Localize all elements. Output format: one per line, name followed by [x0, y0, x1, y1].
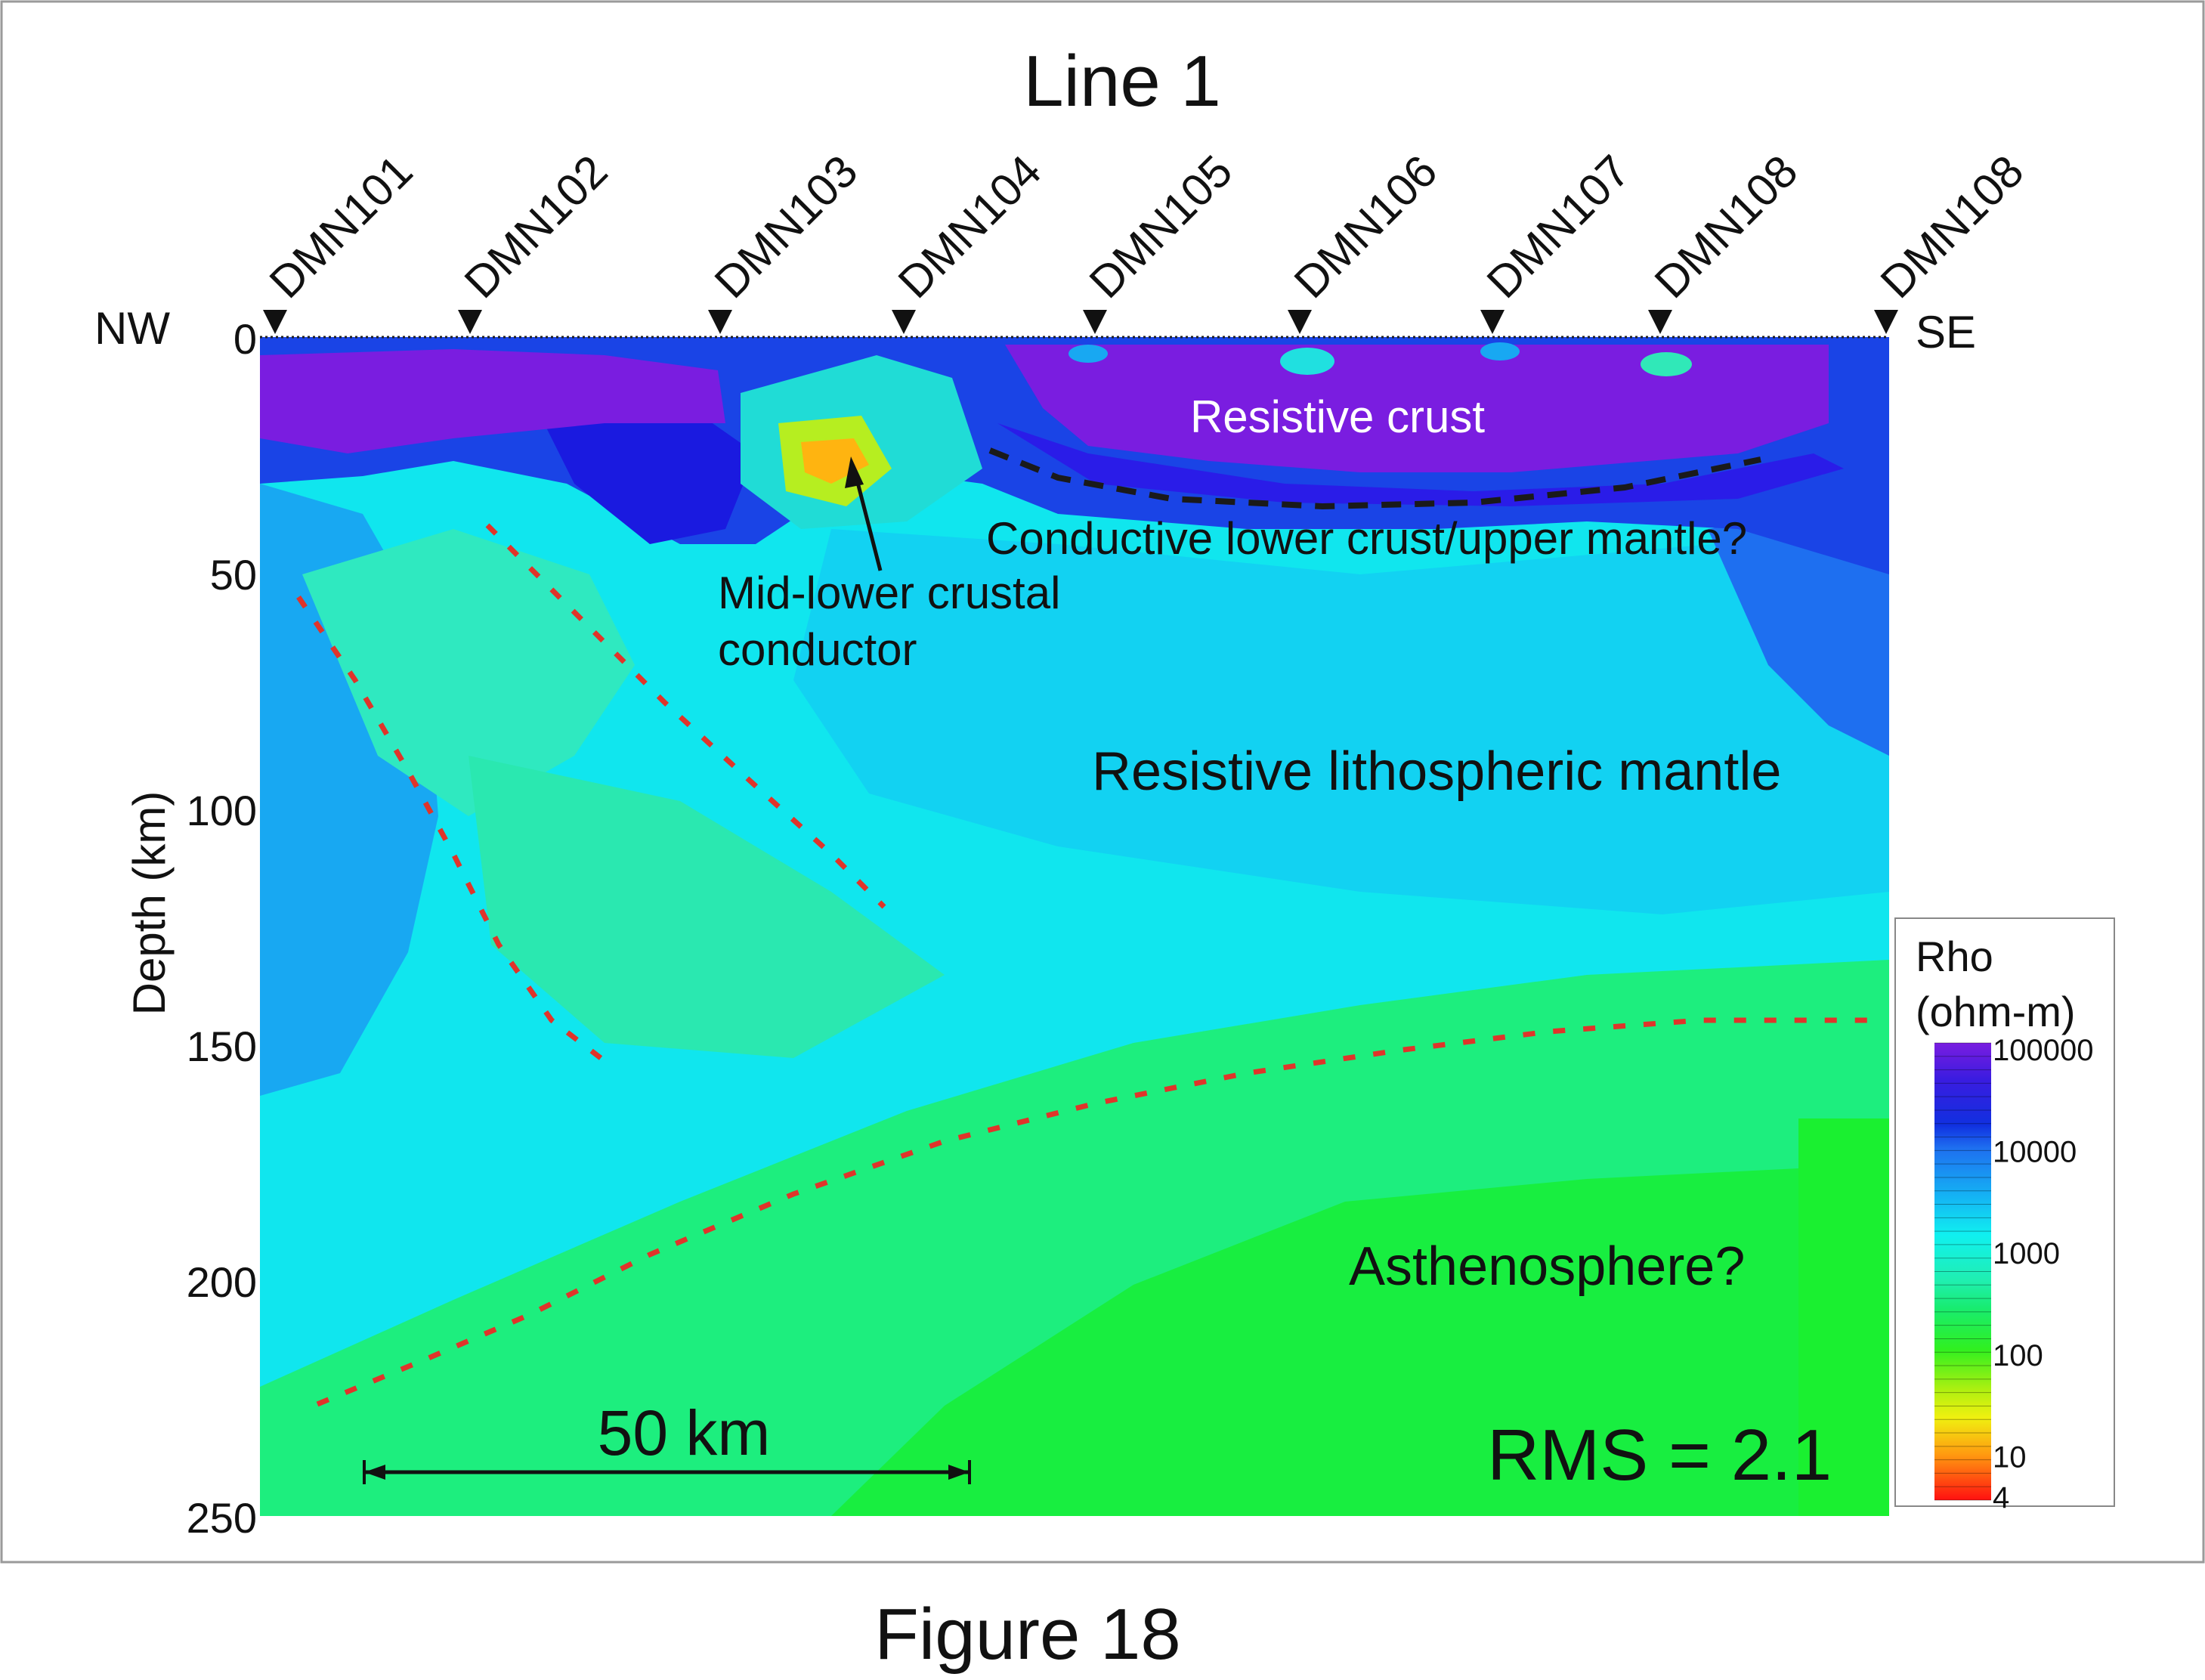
zone-deep-blue-crust: [529, 393, 756, 544]
rms-label: RMS = 2.1: [1487, 1415, 1832, 1496]
colorbar-title-1: Rho: [1916, 933, 1993, 980]
y-tick-label: 0: [233, 315, 257, 363]
orientation-se: SE: [1916, 307, 1976, 357]
y-axis-label: Depth (km): [124, 791, 175, 1016]
colorbar-tick-label: 100000: [1993, 1034, 2093, 1067]
scale-bar-label: 50 km: [598, 1397, 771, 1468]
label-conductive-lower: Conductive lower crust/upper mantle?: [986, 513, 1747, 564]
zone-light-blue-right: [793, 529, 1889, 914]
colorbar-level-lines: [1934, 1042, 1991, 1501]
zone-bright-green: [831, 1164, 1889, 1516]
cyan-pocket-1: [1280, 348, 1334, 375]
colorbar-tick-label: 10: [1993, 1440, 2027, 1474]
label-conductor-line2: conductor: [718, 624, 917, 675]
chart-title: Line 1: [1023, 41, 1221, 122]
scale-bar-left-arrow: [364, 1465, 385, 1480]
figure-caption: Figure 18: [874, 1594, 1181, 1675]
colorbar-ticks: 100000 10000 1000 100 10 4: [1993, 1034, 2093, 1514]
cyan-pocket-4: [1480, 342, 1520, 360]
zone-teal-left: [302, 529, 635, 816]
orientation-nw: NW: [94, 303, 170, 354]
y-tick-label: 200: [187, 1258, 257, 1306]
y-axis-ticks: 0 50 100 150 200 250: [187, 315, 257, 1542]
y-tick-label: 150: [187, 1023, 257, 1070]
station-marker: [1648, 310, 1672, 334]
boundary-red-left: [296, 596, 603, 1060]
conductor-arrow-head: [845, 456, 864, 488]
scale-bar-right-arrow: [948, 1465, 970, 1480]
colorbar-tick-label: 100: [1993, 1339, 2043, 1372]
scale-bar: 50 km: [363, 1397, 971, 1484]
zone-purple-crust: [1005, 345, 1829, 472]
zone-blue-far-right: [1708, 499, 1889, 756]
colorbar-tick-label: 4: [1993, 1481, 2009, 1514]
label-conductor-line1: Mid-lower crustal: [718, 568, 1060, 618]
zone-bright-green-right: [1798, 1118, 1889, 1516]
colorbar-frame: [1894, 917, 2115, 1507]
boundary-red-middle: [485, 523, 886, 909]
station-marker: [892, 310, 916, 334]
y-tick-label: 50: [210, 551, 257, 599]
resistivity-section: [260, 337, 1889, 1516]
station-marker: [1480, 310, 1505, 334]
zone-purple-left: [260, 349, 725, 453]
boundary-red-lab: [316, 1017, 1874, 1407]
y-tick-label: 100: [187, 787, 257, 834]
label-asthenosphere: Asthenosphere?: [1349, 1236, 1745, 1297]
station-marker: [1083, 310, 1107, 334]
label-resistive-crust: Resistive crust: [1190, 391, 1485, 442]
boundary-conductive-black: [988, 447, 1761, 510]
station-marker: [1288, 310, 1312, 334]
colorbar-tick-label: 10000: [1993, 1136, 2077, 1169]
station-marker: [458, 310, 482, 334]
conductor-arrow-shaft: [852, 470, 883, 571]
label-lith-mantle: Resistive lithospheric mantle: [1092, 741, 1781, 802]
colorbar-title-2: (ohm-m): [1916, 988, 2076, 1035]
zone-teal-left-lower: [469, 756, 945, 1058]
cyan-pocket-3: [1068, 345, 1108, 363]
colorbar-tick-label: 1000: [1993, 1237, 2060, 1270]
station-marker: [1874, 310, 1898, 334]
cyan-pocket-2: [1641, 352, 1692, 376]
station-marker: [263, 310, 287, 334]
colorbar-scale: [1934, 1043, 1991, 1500]
y-tick-label: 250: [187, 1494, 257, 1542]
station-marker: [708, 310, 732, 334]
colorbar: Rho (ohm-m) 100000 10000 1000 100 10 4: [1894, 917, 2115, 1514]
